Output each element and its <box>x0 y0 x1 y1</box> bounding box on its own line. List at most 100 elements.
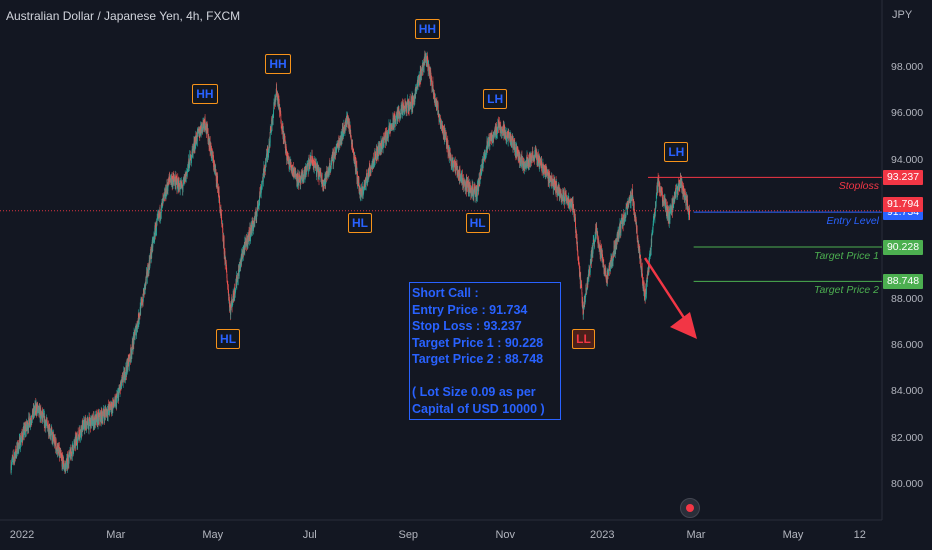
candle-body <box>161 203 162 214</box>
candle-body <box>32 408 34 417</box>
candle-body <box>299 175 300 178</box>
candle-body <box>421 69 422 76</box>
candle-body <box>271 125 273 127</box>
candle-body <box>57 447 59 454</box>
candle-body <box>541 168 543 173</box>
candle-body <box>225 258 227 261</box>
candle-body <box>270 129 272 132</box>
candle-body <box>204 117 206 124</box>
candle-body <box>237 273 239 281</box>
candle-body <box>404 111 405 113</box>
candle-body <box>601 249 603 259</box>
candle-body <box>424 55 426 61</box>
candle-body <box>134 331 135 335</box>
candle-body <box>495 126 497 133</box>
candle-body <box>134 335 136 339</box>
candle-body <box>31 413 33 421</box>
candle-body <box>520 157 522 163</box>
candle-body <box>40 408 42 412</box>
candle-body <box>552 178 554 190</box>
candle-body <box>416 84 418 90</box>
candle-body <box>99 414 101 422</box>
candle-body <box>276 87 277 92</box>
candle-body <box>636 228 638 240</box>
candle-body <box>98 415 100 422</box>
candle-body <box>57 444 58 455</box>
candle-body <box>79 429 80 434</box>
candle-body <box>63 460 64 467</box>
candle-body <box>148 265 149 277</box>
candle-body <box>645 288 647 297</box>
candle-body <box>172 180 174 185</box>
candle-body <box>138 313 139 323</box>
candle-body <box>151 241 153 251</box>
candle-body <box>280 113 282 124</box>
candle-body <box>459 168 461 180</box>
candle-body <box>149 257 151 267</box>
candle-body <box>82 420 84 431</box>
candle-body <box>471 188 472 196</box>
candle-body <box>498 123 500 130</box>
candle-body <box>312 158 313 162</box>
candle-body <box>641 268 643 274</box>
candle-body <box>163 194 165 196</box>
candle-body <box>127 358 129 368</box>
candle-body <box>215 169 217 174</box>
candle-body <box>399 116 401 119</box>
candle-body <box>496 131 498 135</box>
candle-body <box>477 185 478 197</box>
candle-body <box>52 434 54 442</box>
candle-body <box>592 239 594 251</box>
candle-body <box>430 75 432 79</box>
candle-body <box>534 152 536 153</box>
candle-body <box>185 172 187 177</box>
candle-body <box>272 114 274 120</box>
candle-body <box>355 161 357 171</box>
candle-body <box>292 166 294 175</box>
candle-body <box>80 427 82 432</box>
candle-body <box>643 286 645 296</box>
candle-body <box>59 451 61 455</box>
candle-body <box>629 196 631 199</box>
candle-body <box>256 214 258 219</box>
candle-body <box>543 167 545 172</box>
candle-body <box>159 208 161 219</box>
candle-body <box>169 176 170 179</box>
candle-body <box>315 162 316 168</box>
candle-body <box>210 142 212 151</box>
candle-body <box>20 439 22 442</box>
candle-body <box>526 154 528 164</box>
candle-body <box>548 173 550 183</box>
candle-body <box>141 298 143 305</box>
candle-body <box>71 445 73 457</box>
candle-body <box>259 192 261 196</box>
candle-body <box>52 432 53 433</box>
candle-body <box>600 252 602 256</box>
candle-body <box>97 413 99 425</box>
candle-body <box>450 155 452 163</box>
candle-body <box>353 153 355 160</box>
candle-body <box>362 188 363 196</box>
candle-body <box>553 187 554 190</box>
candle-body <box>638 245 640 250</box>
candle-body <box>601 256 603 259</box>
candle-body <box>345 118 347 126</box>
candle-body <box>411 96 413 108</box>
candle-body <box>154 228 156 240</box>
candle-body <box>528 162 530 166</box>
candle-body <box>500 125 502 128</box>
candle-body <box>68 456 70 463</box>
candle-body <box>47 428 49 432</box>
candle-body <box>123 373 125 380</box>
candle-body <box>652 223 654 230</box>
candle-body <box>637 238 639 246</box>
candle-body <box>629 195 631 203</box>
candle-body <box>77 431 79 438</box>
candle-body <box>263 166 265 168</box>
candle-body <box>591 251 592 264</box>
candle-body <box>577 245 578 251</box>
candle-body <box>599 243 601 255</box>
candle-body <box>497 124 499 129</box>
candle-body <box>42 414 44 419</box>
